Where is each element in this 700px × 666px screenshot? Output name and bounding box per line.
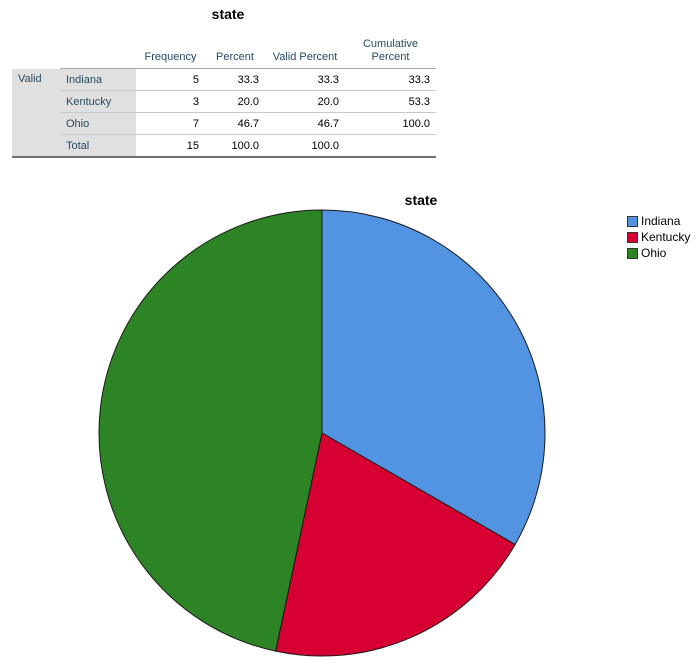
cell-frequency: 7	[136, 112, 205, 135]
pie-slice-kentucky	[275, 432, 516, 657]
legend-item-ohio: Ohio	[627, 245, 690, 261]
frequency-table: Frequency Percent Valid Percent Cumulati…	[12, 29, 436, 158]
table-title: state	[211, 6, 245, 22]
legend-item-indiana: Indiana	[627, 213, 690, 229]
legend-item-kentucky: Kentucky	[627, 229, 690, 245]
header-cumulative-line1: Cumulative	[362, 38, 419, 50]
cell-frequency: 15	[136, 134, 205, 158]
chart-title: state	[404, 192, 438, 208]
cell-valid-percent: 20.0	[265, 90, 345, 113]
row-label: Indiana	[60, 68, 136, 91]
cell-frequency: 3	[136, 90, 205, 113]
cell-valid-percent: 33.3	[265, 68, 345, 91]
cell-valid-percent: 100.0	[265, 134, 345, 158]
cell-cumulative	[345, 134, 436, 158]
cell-percent: 20.0	[205, 90, 265, 113]
cell-percent: 33.3	[205, 68, 265, 91]
pie-slice-ohio	[98, 209, 323, 652]
cell-cumulative: 53.3	[345, 90, 436, 113]
cell-frequency: 5	[136, 68, 205, 91]
pie-slice-indiana	[321, 209, 546, 546]
header-cumulative-percent: Cumulative Percent	[345, 29, 436, 69]
legend-swatch	[627, 215, 638, 227]
legend-swatch	[627, 231, 638, 243]
legend-swatch	[627, 247, 638, 259]
header-cumulative-line2: Percent	[371, 51, 410, 63]
group-label-valid: Valid	[12, 68, 60, 158]
cell-percent: 100.0	[205, 134, 265, 158]
legend-label: Indiana	[641, 214, 681, 228]
cell-cumulative: 100.0	[345, 112, 436, 135]
row-label: Total	[60, 134, 136, 158]
cell-cumulative: 33.3	[345, 68, 436, 91]
legend-label: Ohio	[641, 246, 667, 260]
chart-legend: Indiana Kentucky Ohio	[627, 213, 690, 261]
header-percent: Percent	[216, 51, 254, 63]
header-valid-percent: Valid Percent	[272, 51, 338, 63]
row-label: Ohio	[60, 112, 136, 135]
row-label: Kentucky	[60, 90, 136, 113]
header-frequency: Frequency	[144, 51, 197, 63]
cell-valid-percent: 46.7	[265, 112, 345, 135]
cell-percent: 46.7	[205, 112, 265, 135]
legend-label: Kentucky	[641, 230, 691, 244]
